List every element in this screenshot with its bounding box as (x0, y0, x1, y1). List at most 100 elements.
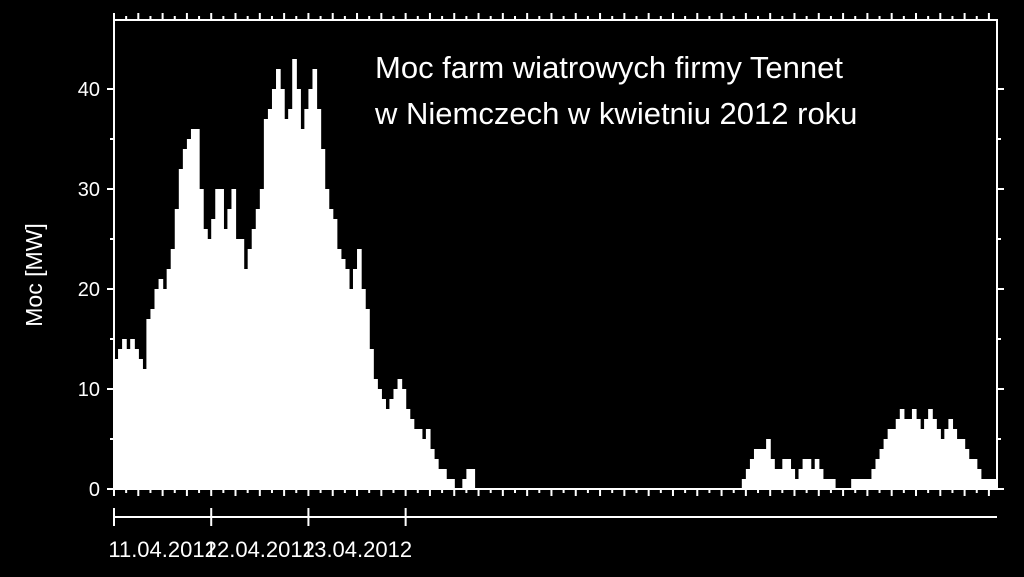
bar (296, 89, 301, 489)
bar (235, 239, 241, 489)
bar (340, 259, 346, 489)
y-tick-label: 0 (89, 479, 100, 501)
bar (762, 449, 767, 489)
bar (413, 429, 419, 489)
bar (288, 109, 293, 489)
bar (830, 479, 836, 489)
bar (320, 149, 326, 489)
bar (207, 239, 212, 489)
bar (190, 129, 196, 489)
bar (433, 459, 439, 489)
bar (162, 289, 168, 489)
bar (421, 439, 427, 489)
bar (146, 319, 152, 489)
day-label: 13.04.2012 (302, 537, 412, 562)
plot-border (113, 19, 998, 490)
bar (976, 469, 982, 489)
bar (219, 189, 224, 489)
bar (361, 289, 366, 489)
bar (138, 359, 143, 489)
bar (292, 59, 297, 489)
bar (879, 449, 885, 489)
bar (199, 189, 204, 489)
bar (409, 419, 415, 489)
bar (920, 429, 925, 489)
bar (166, 269, 172, 489)
bar (782, 459, 787, 489)
y-axis-label: Moc [MW] (21, 223, 47, 327)
bar (328, 209, 334, 489)
bar (251, 229, 257, 489)
bar (875, 459, 881, 489)
bar (883, 439, 889, 489)
bar (794, 479, 800, 489)
bar (352, 269, 358, 489)
bar (887, 429, 893, 489)
bar (393, 389, 399, 489)
bar (134, 349, 139, 489)
bar (915, 419, 921, 489)
bar (802, 459, 808, 489)
bar (798, 469, 804, 489)
bar (899, 409, 905, 489)
bar (806, 459, 812, 489)
bar (312, 69, 318, 489)
bar (956, 439, 962, 489)
bar (357, 249, 362, 489)
bar (304, 109, 310, 489)
bar (300, 129, 305, 489)
y-tick-label: 40 (78, 79, 100, 101)
bar (223, 229, 229, 489)
bar (907, 419, 913, 489)
bar (142, 369, 147, 489)
bar (753, 449, 759, 489)
bar (952, 429, 958, 489)
bar (936, 429, 941, 489)
bar (928, 409, 933, 489)
bar (818, 469, 824, 489)
bar (397, 379, 403, 489)
bar (389, 399, 395, 489)
bar (855, 479, 860, 489)
bar (150, 309, 156, 489)
bar (195, 129, 200, 489)
bar (826, 479, 832, 489)
bar (770, 459, 775, 489)
chart-title-line-2: w Niemczech w kwietniu 2012 roku (374, 96, 857, 131)
bar (810, 469, 816, 489)
bar (940, 439, 945, 489)
bar (859, 479, 864, 489)
bar (984, 479, 990, 489)
bar (903, 419, 909, 489)
bar (992, 479, 998, 489)
bar (401, 389, 407, 489)
bar (972, 459, 978, 489)
bar (891, 429, 897, 489)
bar (308, 89, 314, 489)
bar (749, 459, 755, 489)
y-tick-label: 30 (78, 179, 100, 201)
bar (332, 219, 338, 489)
day-label: 12.04.2012 (205, 537, 315, 562)
bar (988, 479, 994, 489)
y-tick-label: 20 (78, 279, 100, 301)
bar (867, 479, 873, 489)
bar (786, 459, 792, 489)
bar (466, 469, 472, 489)
bar (381, 399, 386, 489)
bar (377, 389, 382, 489)
bar (336, 249, 342, 489)
bar (822, 479, 828, 489)
bar (980, 479, 986, 489)
bar (239, 239, 245, 489)
bar (741, 479, 747, 489)
bar (964, 449, 970, 489)
day-label: 11.04.2012 (108, 537, 216, 562)
bar (442, 469, 447, 489)
plot-frame (113, 19, 998, 490)
bar (851, 479, 856, 489)
bar (154, 289, 160, 489)
bar (130, 339, 135, 489)
